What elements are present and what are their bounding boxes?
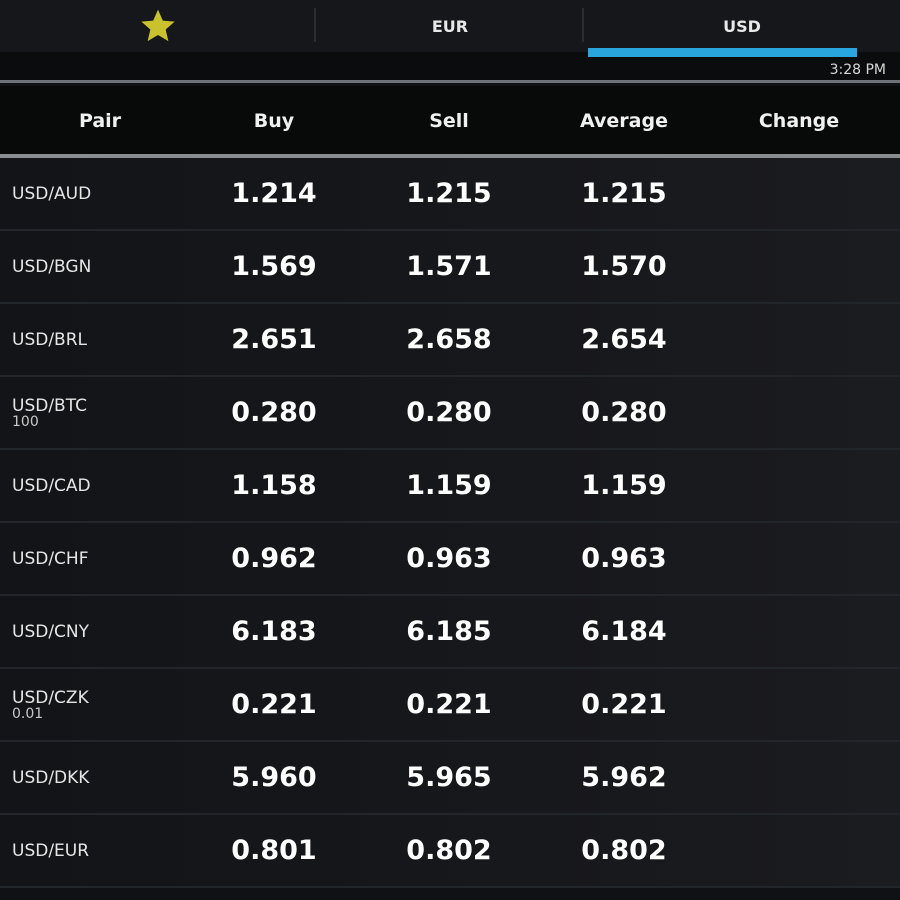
active-tab-indicator — [588, 48, 857, 57]
table-row[interactable]: USD/DKK 5.960 5.965 5.962 — [0, 742, 900, 815]
table-header: Pair Buy Sell Average Change — [0, 86, 900, 156]
table-row[interactable]: USD/CHF 0.962 0.963 0.963 — [0, 523, 900, 596]
pair-cell: USD/CAD — [0, 477, 200, 495]
buy-value: 0.801 — [231, 835, 317, 866]
divider — [0, 80, 900, 83]
buy-value: 1.214 — [231, 178, 317, 209]
pair-cell: USD/BGN — [0, 258, 200, 276]
last-updated-time: 3:28 PM — [829, 62, 886, 78]
header-average[interactable]: Average — [580, 110, 668, 132]
average-value: 6.184 — [581, 616, 667, 647]
average-value: 0.221 — [581, 689, 667, 720]
pair-cell: USD/AUD — [0, 185, 200, 203]
buy-value: 0.221 — [231, 689, 317, 720]
sell-value: 0.802 — [406, 835, 492, 866]
table-row[interactable]: USD/BRL 2.651 2.658 2.654 — [0, 304, 900, 377]
tab-bar-shadow — [0, 52, 900, 56]
average-value: 0.802 — [581, 835, 667, 866]
tab-eur-label: EUR — [431, 16, 469, 36]
buy-value: 6.183 — [231, 616, 317, 647]
pair-label: USD/DKK — [12, 767, 90, 788]
buy-value: 5.960 — [231, 762, 317, 793]
pair-unit-label: 0.01 — [12, 705, 44, 722]
pair-cell: USD/EUR — [0, 842, 200, 860]
pair-cell: USD/BTC 100 — [0, 397, 200, 429]
buy-value: 0.280 — [231, 397, 317, 428]
buy-value: 1.569 — [231, 251, 317, 282]
table-row[interactable]: USD/CNY 6.183 6.185 6.184 — [0, 596, 900, 669]
pair-label: USD/CHF — [12, 548, 89, 569]
average-value: 1.215 — [581, 178, 667, 209]
table-row[interactable]: USD/AUD 1.214 1.215 1.215 — [0, 158, 900, 231]
average-value: 0.963 — [581, 543, 667, 574]
tab-usd-label: USD — [723, 16, 761, 36]
table-row[interactable]: USD/BTC 100 0.280 0.280 0.280 — [0, 377, 900, 450]
sell-value: 1.159 — [406, 470, 492, 501]
average-value: 0.280 — [581, 397, 667, 428]
star-icon — [138, 6, 178, 46]
pair-cell: USD/CZK 0.01 — [0, 689, 200, 721]
tab-divider — [582, 8, 584, 42]
table-row[interactable]: USD/CZK 0.01 0.221 0.221 0.221 — [0, 669, 900, 742]
buy-value: 2.651 — [231, 324, 317, 355]
pair-label: USD/CAD — [12, 475, 91, 496]
header-sell[interactable]: Sell — [429, 110, 469, 132]
pair-label: USD/BRL — [12, 329, 87, 350]
pair-label: USD/BGN — [12, 256, 92, 277]
sell-value: 1.215 — [406, 178, 492, 209]
pair-label: USD/EUR — [12, 840, 90, 861]
pair-cell: USD/BRL — [0, 331, 200, 349]
tab-divider — [314, 8, 316, 42]
timestamp-strip — [0, 56, 900, 82]
pair-cell: USD/DKK — [0, 769, 200, 787]
sell-value: 2.658 — [406, 324, 492, 355]
table-row[interactable]: USD/CAD 1.158 1.159 1.159 — [0, 450, 900, 523]
sell-value: 6.185 — [406, 616, 492, 647]
table-row[interactable]: USD/BGN 1.569 1.571 1.570 — [0, 231, 900, 304]
pair-label: USD/CNY — [12, 621, 90, 642]
average-value: 5.962 — [581, 762, 667, 793]
rates-list: USD/AUD 1.214 1.215 1.215 USD/BGN 1.569 … — [0, 158, 900, 888]
header-buy[interactable]: Buy — [253, 110, 295, 132]
pair-label: USD/CZK — [12, 687, 89, 708]
table-row[interactable]: USD/EUR 0.801 0.802 0.802 — [0, 815, 900, 888]
pair-cell: USD/CNY — [0, 623, 200, 641]
sell-value: 0.280 — [406, 397, 492, 428]
pair-cell: USD/CHF — [0, 550, 200, 568]
average-value: 1.570 — [581, 251, 667, 282]
sell-value: 0.221 — [406, 689, 492, 720]
tab-eur[interactable]: EUR — [316, 0, 584, 52]
header-pair[interactable]: Pair — [78, 110, 122, 132]
buy-value: 1.158 — [231, 470, 317, 501]
header-divider — [0, 154, 900, 158]
pair-unit-label: 100 — [12, 413, 39, 430]
sell-value: 1.571 — [406, 251, 492, 282]
sell-value: 0.963 — [406, 543, 492, 574]
average-value: 2.654 — [581, 324, 667, 355]
average-value: 1.159 — [581, 470, 667, 501]
tab-favorites[interactable] — [0, 0, 316, 52]
tab-bar: EUR USD — [0, 0, 900, 52]
tab-usd[interactable]: USD — [584, 0, 900, 52]
buy-value: 0.962 — [231, 543, 317, 574]
sell-value: 5.965 — [406, 762, 492, 793]
pair-label: USD/AUD — [12, 183, 92, 204]
pair-label: USD/BTC — [12, 395, 87, 416]
header-change[interactable]: Change — [758, 110, 840, 132]
